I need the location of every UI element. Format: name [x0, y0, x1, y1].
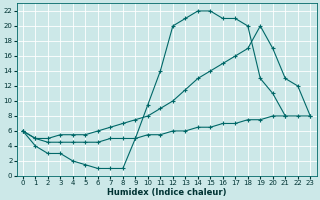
- X-axis label: Humidex (Indice chaleur): Humidex (Indice chaleur): [107, 188, 226, 197]
